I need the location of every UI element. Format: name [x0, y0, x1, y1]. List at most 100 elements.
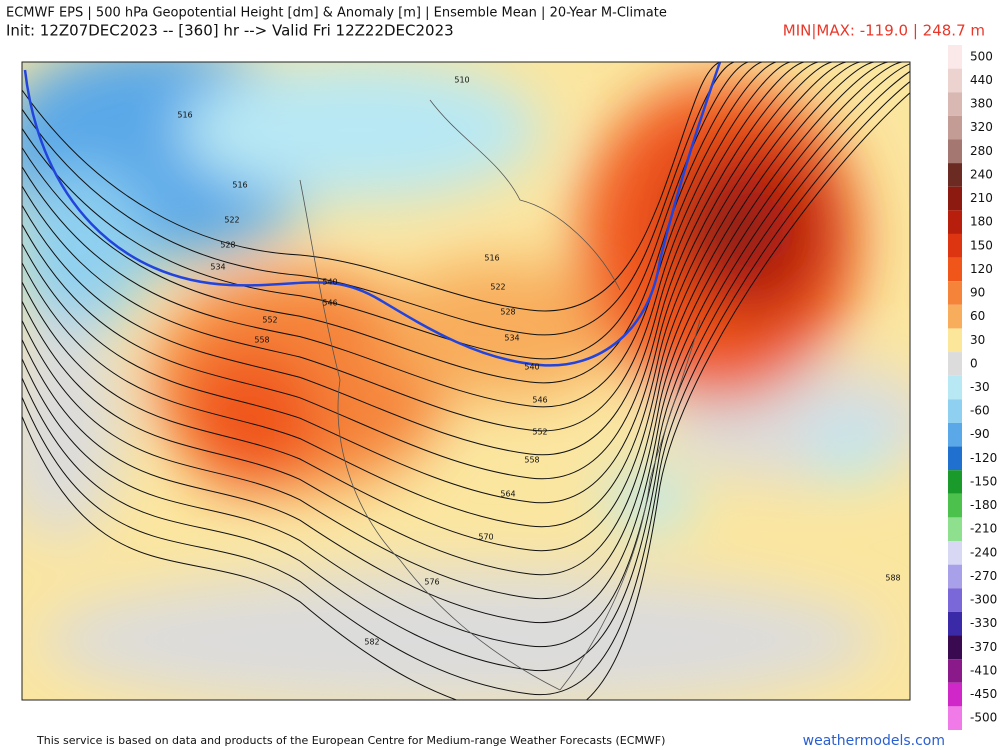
- contour-line: [22, 62, 721, 312]
- site: weathermodels.com: [803, 733, 945, 749]
- contour-line: [22, 62, 903, 624]
- colorbar-swatch: [948, 541, 962, 565]
- contour-line: [22, 62, 875, 576]
- contour-line: [22, 81, 910, 696]
- contour-label: 552: [262, 316, 277, 325]
- contour-line: [22, 62, 861, 552]
- contour-label: 528: [500, 308, 515, 317]
- colorbar-swatch: [948, 186, 962, 211]
- colorbar-swatch: [948, 611, 962, 636]
- contour-label: 564: [500, 490, 515, 499]
- colorbar-swatch: [948, 68, 962, 93]
- colorbar-swatch: [948, 588, 962, 612]
- contour-label: 534: [504, 334, 519, 343]
- colorbar-label: 60: [970, 309, 985, 323]
- colorbar-label: -30: [970, 380, 990, 394]
- contour-line: [22, 62, 833, 504]
- contour-label: 516: [484, 254, 499, 263]
- contour-label: 516: [232, 181, 247, 190]
- colorbar-swatch: [948, 304, 962, 329]
- colorbar-label: -450: [970, 687, 997, 701]
- colorbar-label: -410: [970, 663, 997, 677]
- colorbar-swatch: [948, 564, 962, 589]
- contour-line: [22, 62, 777, 408]
- colorbar-swatch: [948, 233, 962, 258]
- colorbar-label: 120: [970, 262, 993, 276]
- colorbar-swatch: [948, 92, 962, 116]
- contour-label: 552: [532, 428, 547, 437]
- contour-label: 522: [490, 283, 505, 292]
- colorbar-label: 0: [970, 356, 978, 370]
- colorbar-label: -180: [970, 498, 997, 512]
- colorbar-swatch: [948, 635, 962, 660]
- colorbar-label: -210: [970, 522, 997, 536]
- contour-line: [22, 63, 910, 648]
- colorbar-swatch: [948, 139, 962, 164]
- contour-line: [22, 62, 819, 480]
- colorbar-swatch: [948, 493, 962, 518]
- colorbar-swatch: [948, 517, 962, 542]
- colorbar-label: 90: [970, 286, 985, 300]
- colorbar-swatch: [948, 210, 962, 234]
- colorbar-swatch: [948, 422, 962, 447]
- colorbar-swatch: [948, 45, 962, 69]
- contour-label: 546: [532, 396, 547, 405]
- contour-line: [22, 62, 889, 600]
- contour-label: 516: [177, 111, 192, 120]
- colorbar-label: -270: [970, 569, 997, 583]
- colorbar-swatch: [948, 163, 962, 187]
- contour-line: [22, 62, 735, 336]
- colorbar-label: 500: [970, 49, 993, 63]
- colorbar-label: -370: [970, 640, 997, 654]
- colorbar-label: -120: [970, 451, 997, 465]
- contour-label: 540: [524, 363, 539, 372]
- colorbar-label: 320: [970, 120, 993, 134]
- colorbar-label: -500: [970, 711, 997, 725]
- contour-label: 582: [364, 638, 379, 647]
- contour-line: [22, 62, 749, 360]
- colorbar-label: 280: [970, 144, 993, 158]
- colorbar-label: 180: [970, 215, 993, 229]
- colorbar-swatch: [948, 470, 962, 494]
- contour-line: [22, 62, 763, 384]
- colorbar-label: 210: [970, 191, 993, 205]
- colorbar-label: 440: [970, 73, 993, 87]
- map: 510 516 516 522 528 534 540 546 552 558 516 522 528 5…: [22, 62, 910, 700]
- colorbar-label: -240: [970, 545, 997, 559]
- contour-line: [22, 71, 910, 672]
- contour-label: 570: [478, 533, 493, 542]
- colorbar-swatch: [948, 682, 962, 707]
- min-max: MIN|MAX: -119.0 | 248.7 m: [783, 22, 985, 40]
- colorbar-label: -150: [970, 474, 997, 488]
- colorbar-label: -330: [970, 616, 997, 630]
- contour-line: [22, 62, 791, 432]
- colorbar-swatch: [948, 115, 962, 140]
- colorbar-label: -300: [970, 593, 997, 607]
- contour-label: 534: [210, 263, 225, 272]
- colorbar-swatch: [948, 446, 962, 471]
- colorbar-label: -60: [970, 404, 990, 418]
- colorbar-label: 380: [970, 97, 993, 111]
- contour-label: 510: [454, 76, 469, 85]
- colorbar-swatch: [948, 659, 962, 683]
- credit: This service is based on data and produc…: [36, 734, 665, 747]
- contour-label: 576: [424, 578, 439, 587]
- colorbar-label: 240: [970, 167, 993, 181]
- contour-label: 528: [220, 241, 235, 250]
- contour-line: [22, 62, 847, 528]
- colorbar-swatch: [948, 257, 962, 282]
- contour-label: 588: [885, 574, 900, 583]
- colorbar-label: 150: [970, 238, 993, 252]
- init-line: Init: 12Z07DEC2023 -- [360] hr --> Valid…: [6, 22, 454, 40]
- colorbar-swatch: [948, 328, 962, 353]
- contour-label: 540: [322, 278, 337, 287]
- title: ECMWF EPS | 500 hPa Geopotential Height …: [6, 6, 667, 21]
- colorbar-swatch: [948, 375, 962, 400]
- colorbar-swatch: [948, 399, 962, 423]
- contour-line: [22, 62, 805, 456]
- contour-label: 558: [254, 336, 269, 345]
- colorbar-swatch: [948, 352, 962, 376]
- contour-label: 522: [224, 216, 239, 225]
- colorbar-label: 30: [970, 333, 985, 347]
